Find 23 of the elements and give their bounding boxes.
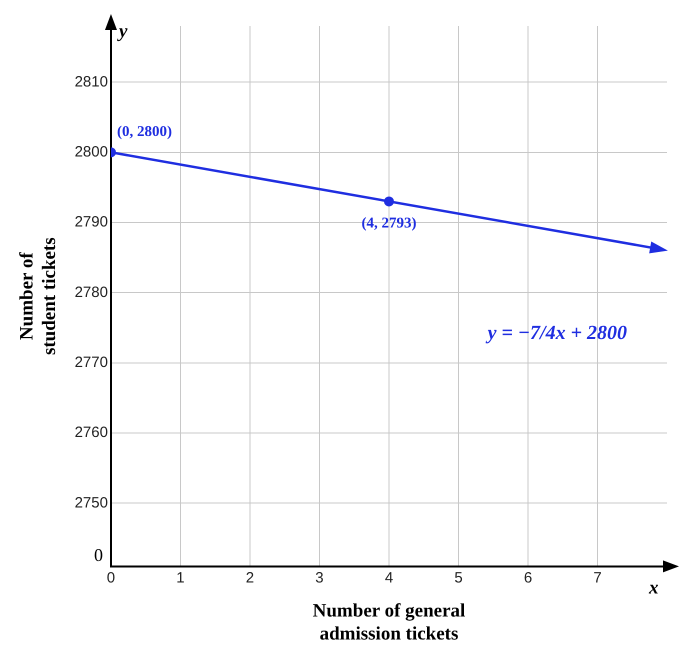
y-axis-title: Number of student tickets: [16, 237, 60, 356]
y-tick-label: 2790: [74, 214, 108, 231]
text: 0: [94, 545, 103, 566]
x-tick-label: 5: [454, 570, 463, 587]
text: x: [648, 577, 659, 598]
annotation: (4, 2793): [361, 215, 416, 232]
y-tick-label: 2780: [74, 284, 108, 301]
y-tick-label: 2770: [74, 354, 108, 372]
y-tick-label: 2810: [74, 73, 108, 90]
annotation: y = −7/4x + 2800: [486, 322, 627, 344]
x-axis-title: Number of general admission tickets: [312, 600, 466, 645]
x-tick-label: 3: [315, 570, 324, 587]
y-tick-label: 2750: [74, 494, 108, 512]
x-tick-label: 7: [593, 570, 602, 587]
annotation: y: [116, 20, 128, 42]
x-tick-label: 4: [384, 570, 394, 587]
y-tick-label: 2760: [74, 424, 108, 442]
x-tick-label: 1: [176, 570, 185, 587]
x-tick-label: 2: [246, 570, 254, 587]
annotation: (0, 2800): [116, 124, 172, 140]
y-tick-label: 2800: [74, 143, 108, 160]
x-tick-label: 6: [524, 570, 532, 587]
x-tick-label: 0: [106, 570, 116, 587]
